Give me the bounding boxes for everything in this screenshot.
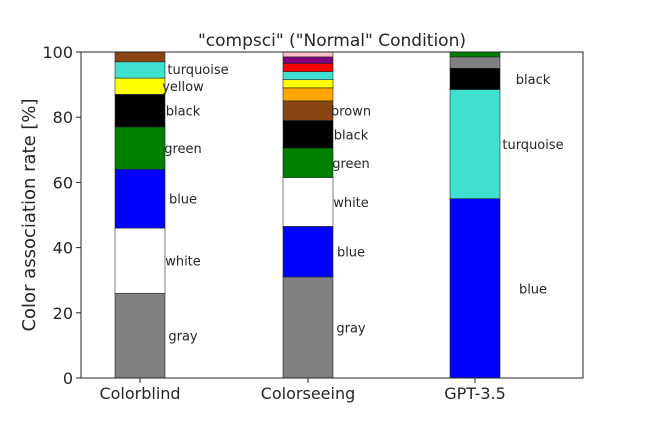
bar-segment-gpt-3-5-blue — [449, 198, 501, 379]
y-axis-label: Color association rate [%] — [19, 98, 40, 331]
bar-segment-colorseeing-black — [282, 120, 334, 149]
segment-label: blue — [169, 193, 197, 208]
bar-segment-colorblind-blue — [114, 169, 166, 229]
x-tick-label: Colorblind — [99, 384, 180, 403]
x-tick-label: Colorseeing — [261, 384, 356, 403]
segment-label: yellow — [162, 80, 204, 95]
bar-segment-colorblind-yellow — [114, 77, 166, 95]
y-axis: 0 20 40 60 80 100 — [42, 43, 81, 388]
chart-title: "compsci" ("Normal" Condition) — [198, 31, 466, 51]
bar-segment-colorseeing-green — [282, 147, 334, 178]
segment-label: blue — [519, 282, 547, 297]
segment-label: black — [334, 128, 369, 143]
y-tick-label: 0 — [63, 369, 73, 388]
bar-segment-colorseeing-turquoise — [282, 71, 334, 81]
segment-labels-group: gray white blue green black yellow turquoise gr… — [162, 63, 563, 345]
bar-segment-colorseeing-orange — [282, 87, 334, 102]
y-tick-label: 100 — [42, 43, 73, 62]
bar-segment-colorblind-gray — [114, 292, 166, 379]
segment-label: turquoise — [167, 63, 228, 78]
bar-segment-gpt-3-5-green — [449, 51, 501, 58]
bars-group — [114, 51, 501, 379]
y-tick-label: 20 — [53, 304, 73, 323]
x-axis: Colorblind Colorseeing GPT-3.5 — [99, 378, 506, 403]
bar-segment-colorseeing-pink — [282, 51, 334, 58]
bar-segment-colorseeing-brown — [282, 100, 334, 121]
bar-segment-colorblind-black — [114, 94, 166, 128]
bar-segment-colorseeing-blue — [282, 226, 334, 278]
y-tick-label: 80 — [53, 108, 73, 127]
segment-label: white — [165, 255, 201, 270]
plot-frame — [80, 51, 584, 379]
bar-segment-colorblind-brown — [114, 51, 166, 63]
segment-label: white — [333, 196, 369, 211]
segment-label: turquoise — [502, 138, 563, 153]
segment-label: green — [332, 157, 370, 172]
y-tick-label: 40 — [53, 239, 73, 258]
bar-segment-colorblind-green — [114, 126, 166, 170]
bar-segment-colorseeing-red — [282, 63, 334, 72]
y-tick-label: 60 — [53, 173, 73, 192]
segment-label: black — [166, 105, 201, 120]
segment-label: black — [516, 73, 551, 88]
bar-segment-gpt-3-5-black — [449, 68, 501, 90]
segment-label: gray — [168, 330, 198, 345]
bar-segment-colorseeing-white — [282, 177, 334, 227]
segment-label: green — [164, 142, 202, 157]
segment-label: gray — [336, 321, 366, 336]
bar-segment-colorseeing-purple — [282, 56, 334, 64]
segment-label: blue — [337, 246, 365, 261]
segment-label: brown — [331, 105, 371, 120]
x-tick-label: GPT-3.5 — [444, 384, 506, 403]
bar-segment-gpt-3-5-turquoise — [449, 89, 501, 199]
bar-segment-gpt-3-5-gray — [449, 56, 501, 69]
bar-segment-colorseeing-gray — [282, 276, 334, 379]
bar-segment-colorblind-white — [114, 227, 166, 294]
bar-segment-colorseeing-yellow — [282, 79, 334, 89]
bar-segment-colorblind-turquoise — [114, 61, 166, 79]
